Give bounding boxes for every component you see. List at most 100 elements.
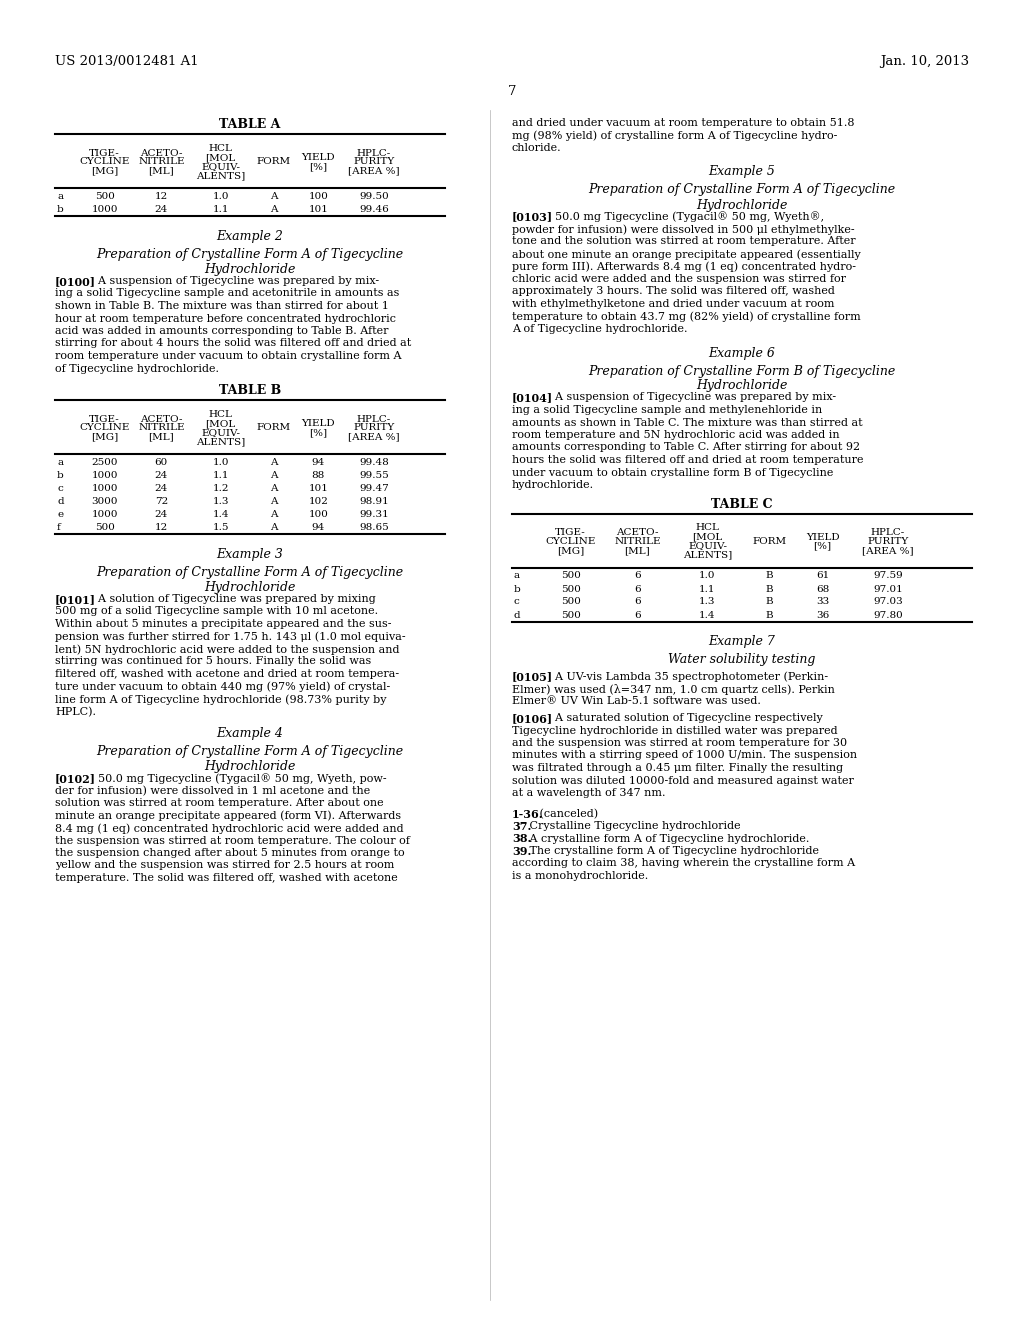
Text: NITRILE: NITRILE (138, 424, 184, 433)
Text: c: c (514, 598, 520, 606)
Text: Crystalline Tigecycline hydrochloride: Crystalline Tigecycline hydrochloride (526, 821, 741, 832)
Text: was filtrated through a 0.45 μm filter. Finally the resulting: was filtrated through a 0.45 μm filter. … (512, 763, 843, 774)
Text: is a monohydrochloride.: is a monohydrochloride. (512, 871, 648, 880)
Text: a: a (57, 458, 63, 467)
Text: 500: 500 (561, 598, 581, 606)
Text: Example 6: Example 6 (709, 346, 775, 359)
Text: YIELD: YIELD (301, 153, 335, 162)
Text: NITRILE: NITRILE (138, 157, 184, 166)
Text: stirring for about 4 hours the solid was filtered off and dried at: stirring for about 4 hours the solid was… (55, 338, 412, 348)
Text: with ethylmethylketone and dried under vacuum at room: with ethylmethylketone and dried under v… (512, 300, 835, 309)
Text: A solution of Tigecycline was prepared by mixing: A solution of Tigecycline was prepared b… (84, 594, 376, 605)
Text: shown in Table B. The mixture was than stirred for about 1: shown in Table B. The mixture was than s… (55, 301, 389, 312)
Text: PURITY: PURITY (353, 157, 394, 166)
Text: pure form III). Afterwards 8.4 mg (1 eq) concentrated hydro-: pure form III). Afterwards 8.4 mg (1 eq)… (512, 261, 856, 272)
Text: lent) 5N hydrochloric acid were added to the suspension and: lent) 5N hydrochloric acid were added to… (55, 644, 399, 655)
Text: Example 2: Example 2 (216, 230, 284, 243)
Text: 1.3: 1.3 (213, 498, 229, 506)
Text: ing a solid Tigecycline sample and methylenehloride in: ing a solid Tigecycline sample and methy… (512, 405, 822, 414)
Text: 36: 36 (816, 610, 829, 619)
Text: A suspension of Tigecycline was prepared by mix-: A suspension of Tigecycline was prepared… (84, 276, 379, 286)
Text: FORM: FORM (753, 537, 786, 546)
Text: HCL: HCL (695, 524, 720, 532)
Text: 500: 500 (95, 191, 115, 201)
Text: EQUIV-: EQUIV- (688, 541, 727, 550)
Text: 500: 500 (561, 585, 581, 594)
Text: 500: 500 (561, 610, 581, 619)
Text: 1.3: 1.3 (699, 598, 716, 606)
Text: 2500: 2500 (91, 458, 118, 467)
Text: ACETO-: ACETO- (616, 528, 658, 537)
Text: d: d (514, 610, 520, 619)
Text: solution was stirred at room temperature. After about one: solution was stirred at room temperature… (55, 799, 384, 808)
Text: b: b (57, 471, 63, 480)
Text: acid was added in amounts corresponding to Table B. After: acid was added in amounts corresponding … (55, 326, 388, 337)
Text: 1.4: 1.4 (213, 510, 229, 519)
Text: EQUIV-: EQUIV- (202, 162, 241, 172)
Text: about one minute an orange precipitate appeared (essentially: about one minute an orange precipitate a… (512, 249, 861, 260)
Text: [0105]: [0105] (512, 672, 553, 682)
Text: A saturated solution of Tigecycline respectively: A saturated solution of Tigecycline resp… (541, 713, 822, 723)
Text: ACETO-: ACETO- (140, 414, 182, 424)
Text: chloride.: chloride. (512, 143, 561, 153)
Text: stirring was continued for 5 hours. Finally the solid was: stirring was continued for 5 hours. Fina… (55, 656, 372, 667)
Text: HCL: HCL (209, 144, 232, 153)
Text: [AREA %]: [AREA %] (348, 433, 399, 441)
Text: 1000: 1000 (91, 471, 118, 480)
Text: CYCLINE: CYCLINE (80, 157, 130, 166)
Text: [0100]: [0100] (55, 276, 96, 286)
Text: 102: 102 (308, 498, 328, 506)
Text: B: B (766, 610, 773, 619)
Text: HPLC-: HPLC- (871, 528, 905, 537)
Text: TIGE-: TIGE- (555, 528, 586, 537)
Text: 99.31: 99.31 (359, 510, 389, 519)
Text: and dried under vacuum at room temperature to obtain 51.8: and dried under vacuum at room temperatu… (512, 117, 854, 128)
Text: filtered off, washed with acetone and dried at room tempera-: filtered off, washed with acetone and dr… (55, 669, 399, 678)
Text: powder for infusion) were dissolved in 500 μl ethylmethylke-: powder for infusion) were dissolved in 5… (512, 224, 855, 235)
Text: 94: 94 (311, 458, 325, 467)
Text: 33: 33 (816, 598, 829, 606)
Text: [0103]: [0103] (512, 211, 553, 223)
Text: 101: 101 (308, 205, 328, 214)
Text: HPLC).: HPLC). (55, 706, 96, 717)
Text: room temperature and 5N hydrochloric acid was added in: room temperature and 5N hydrochloric aci… (512, 430, 840, 440)
Text: 37.: 37. (512, 821, 531, 832)
Text: A: A (269, 191, 278, 201)
Text: 24: 24 (155, 471, 168, 480)
Text: 6: 6 (634, 585, 641, 594)
Text: a: a (514, 572, 520, 581)
Text: TIGE-: TIGE- (89, 414, 120, 424)
Text: 500: 500 (95, 523, 115, 532)
Text: 98.65: 98.65 (359, 523, 389, 532)
Text: hydrochloride.: hydrochloride. (512, 480, 594, 490)
Text: TABLE B: TABLE B (219, 384, 282, 397)
Text: US 2013/0012481 A1: US 2013/0012481 A1 (55, 55, 199, 69)
Text: CYCLINE: CYCLINE (80, 424, 130, 433)
Text: 3000: 3000 (91, 498, 118, 506)
Text: mg (98% yield) of crystalline form A of Tigecycline hydro-: mg (98% yield) of crystalline form A of … (512, 131, 838, 141)
Text: A UV-vis Lambda 35 spectrophotometer (Perkin-: A UV-vis Lambda 35 spectrophotometer (Pe… (541, 672, 828, 682)
Text: A of Tigecycline hydrochloride.: A of Tigecycline hydrochloride. (512, 323, 687, 334)
Text: A suspension of Tigecycline was prepared by mix-: A suspension of Tigecycline was prepared… (541, 392, 836, 403)
Text: 7: 7 (508, 84, 516, 98)
Text: temperature to obtain 43.7 mg (82% yield) of crystalline form: temperature to obtain 43.7 mg (82% yield… (512, 312, 861, 322)
Text: 97.01: 97.01 (873, 585, 903, 594)
Text: 1000: 1000 (91, 510, 118, 519)
Text: the suspension changed after about 5 minutes from orange to: the suspension changed after about 5 min… (55, 847, 404, 858)
Text: 24: 24 (155, 205, 168, 214)
Text: tone and the solution was stirred at room temperature. After: tone and the solution was stirred at roo… (512, 236, 856, 247)
Text: 88: 88 (311, 471, 325, 480)
Text: PURITY: PURITY (353, 424, 394, 433)
Text: ALENTS]: ALENTS] (683, 550, 732, 560)
Text: (canceled): (canceled) (536, 808, 598, 818)
Text: [%]: [%] (813, 541, 831, 550)
Text: ALENTS]: ALENTS] (197, 172, 246, 180)
Text: Preparation of Crystalline Form A of Tigecycline
Hydrochloride: Preparation of Crystalline Form A of Tig… (96, 744, 403, 774)
Text: YIELD: YIELD (301, 418, 335, 428)
Text: A: A (269, 523, 278, 532)
Text: 12: 12 (155, 191, 168, 201)
Text: Elmer® UV Win Lab-5.1 software was used.: Elmer® UV Win Lab-5.1 software was used. (512, 697, 761, 706)
Text: 24: 24 (155, 510, 168, 519)
Text: [0104]: [0104] (512, 392, 553, 404)
Text: A: A (269, 458, 278, 467)
